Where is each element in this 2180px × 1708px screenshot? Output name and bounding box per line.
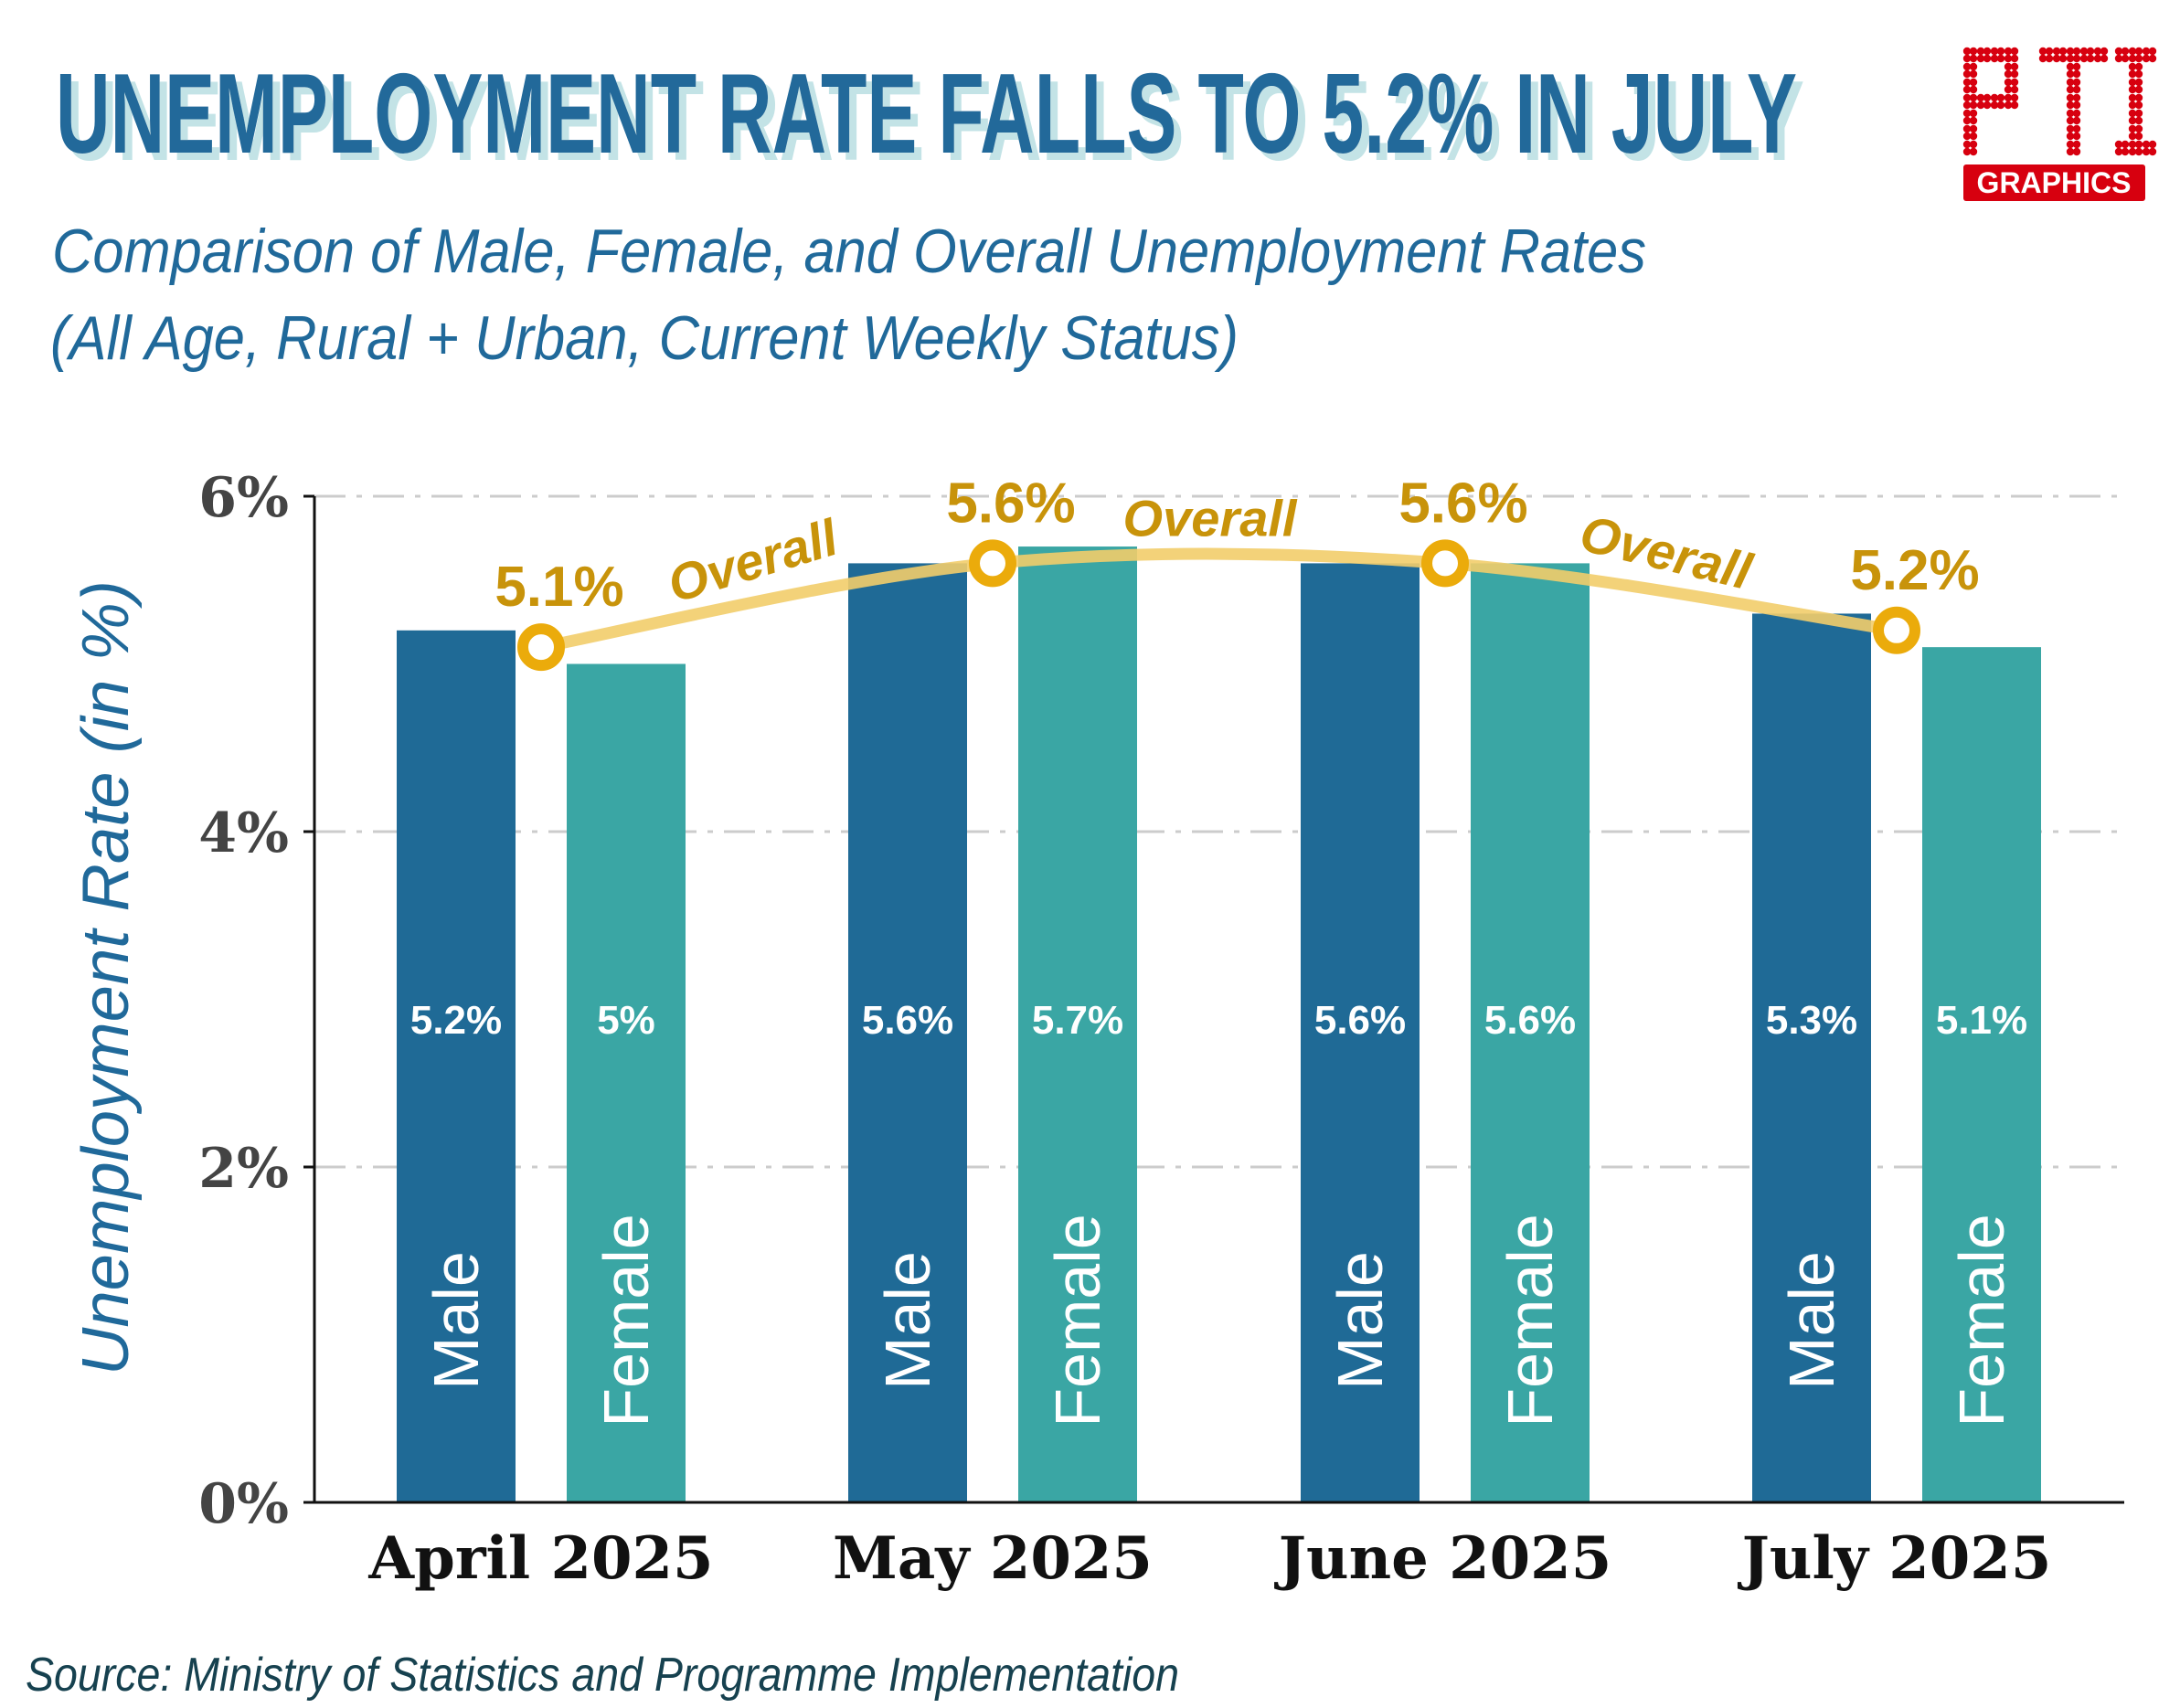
overall-line (539, 547, 1898, 653)
subtitle-line1: Comparison of Male, Female, and Overall … (52, 217, 1646, 286)
bar-series-label: Female (1042, 1214, 1113, 1427)
page-title: UNEMPLOYMENT RATE FALLS TO 5.2% IN JULY (56, 51, 1797, 177)
overall-value-label: 5.2% (1850, 539, 1979, 602)
x-tick-label: June 2025 (1274, 1524, 1611, 1593)
bar-series-label: Female (1494, 1214, 1566, 1427)
x-tick-label: April 2025 (367, 1524, 713, 1593)
pti-logo: GRAPHICS (1962, 47, 2157, 201)
bar-female (567, 663, 686, 1502)
source-note: Source: Ministry of Statistics and Progr… (26, 1649, 1179, 1702)
bar-male (1752, 613, 1871, 1502)
bar-series-label: Female (590, 1214, 662, 1427)
bar-female (1018, 546, 1137, 1502)
bar-value-label: 5.6% (1484, 998, 1576, 1043)
overall-value-label: 5.1% (494, 556, 623, 619)
bar-series-label: Male (420, 1251, 492, 1390)
logo-badge (1963, 164, 2145, 201)
overall-marker (517, 623, 565, 672)
bar-series-label: Male (1776, 1251, 1847, 1390)
axes: 0% 2% 4% 6% April 2025 May 2025 June 2025 July … (198, 466, 2124, 1593)
bar-female (1922, 647, 2041, 1502)
x-tick-label: May 2025 (833, 1524, 1153, 1593)
bar-value-label: 5.1% (1936, 998, 2027, 1043)
pti-dots-logo (1962, 47, 2157, 156)
overall-marker (1873, 606, 1920, 654)
bar-male (848, 563, 967, 1502)
bar-value-label: 5.2% (410, 998, 502, 1043)
bar-series-label: Male (872, 1251, 943, 1390)
bar-male (397, 630, 516, 1502)
bar-value-label: 5.6% (862, 998, 953, 1043)
overall-value-label: 5.6% (1398, 472, 1527, 535)
bar-value-label: 5.3% (1766, 998, 1857, 1043)
bar-male (1301, 563, 1420, 1502)
logo-badge-text: GRAPHICS (1977, 166, 2132, 199)
y-tick-label: 2% (198, 1137, 289, 1201)
bar-value-label: 5.7% (1032, 998, 1123, 1043)
overall-series-label: Overall (1123, 489, 1298, 546)
overall-marker (969, 539, 1016, 588)
bar-series-label: Female (1946, 1214, 2017, 1427)
bars: 5.2% Male 5.6% Male 5.6% Male 5.3% Male 5% Female… (397, 546, 2041, 1502)
overall-value-label: 5.6% (946, 472, 1075, 535)
bar-series-label: Male (1324, 1251, 1396, 1390)
y-tick-label: 0% (198, 1472, 289, 1536)
y-tick-label: 4% (198, 801, 289, 865)
bar-value-label: 5.6% (1314, 998, 1406, 1043)
subtitle-line2: (All Age, Rural + Urban, Current Weekly … (50, 303, 1239, 373)
x-tick-label: July 2025 (1738, 1524, 2052, 1593)
y-axis-label: Unemployment Rate (in %) (69, 580, 143, 1375)
overall-marker (1421, 539, 1469, 588)
bar-female (1471, 563, 1590, 1502)
bar-value-label: 5% (597, 998, 655, 1043)
y-tick-label: 6% (198, 466, 289, 530)
